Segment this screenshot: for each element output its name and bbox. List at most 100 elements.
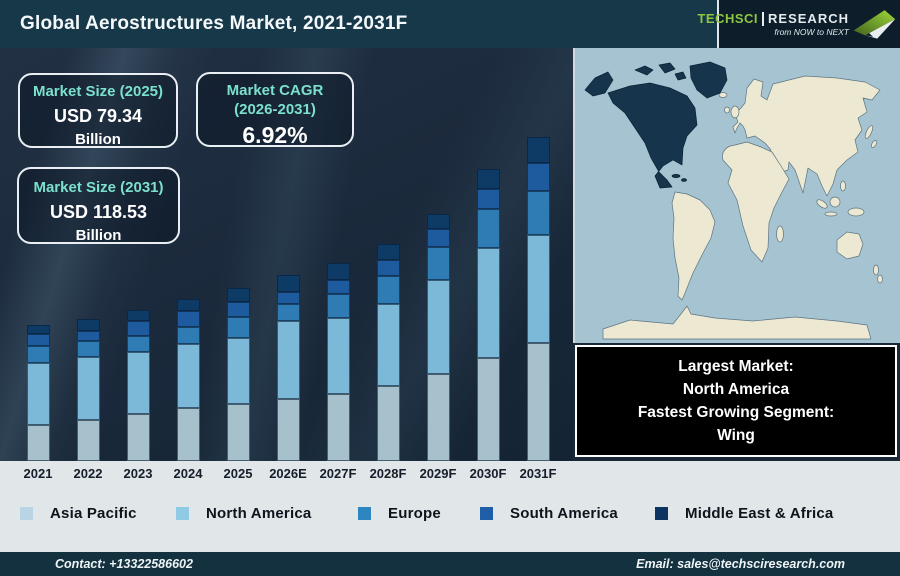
map-region-north-america (584, 71, 614, 97)
bar-segment-middle-east-africa (126, 310, 150, 321)
techsci-logo: TechSci Research from NOW to NEXT (697, 0, 900, 48)
legend-label: South America (510, 505, 618, 522)
bar-segment-south-america (126, 321, 150, 336)
bar-segment-south-america (276, 292, 300, 304)
x-axis-label-2030F: 2030F (469, 466, 507, 481)
bar-segment-north-america (276, 321, 300, 399)
map-region-new-zealand (873, 264, 879, 276)
stat-box-market-cagr: Market CAGR (2026-2031) 6.92% (196, 72, 354, 148)
bar-2027F (326, 263, 350, 461)
callout-line: Largest Market: (678, 358, 794, 375)
bar-segment-north-america (376, 304, 400, 386)
bar-segment-north-america (76, 357, 100, 420)
title-bar: Global Aerostructures Market, 2021-2031F… (0, 0, 900, 48)
bar-segment-europe (326, 294, 350, 318)
bar-chart: Market Size (2025) USD 79.34 Billion Mar… (0, 48, 573, 461)
bar-segment-asia-pacific (476, 358, 500, 461)
bar-segment-middle-east-africa (476, 169, 500, 189)
bar-2026E (276, 275, 300, 461)
bar-segment-middle-east-africa (526, 137, 550, 163)
bar-segment-asia-pacific (176, 408, 200, 461)
map-region-uk (730, 105, 740, 119)
logo-tagline: from NOW to NEXT (774, 27, 849, 37)
bar-segment-asia-pacific (426, 374, 450, 461)
bar-segment-south-america (226, 302, 250, 317)
bar-2022 (76, 319, 100, 461)
chart-bottom-band: 2021 2022 2023 2024 2025 2026E 2027F 2028F 2029F… (0, 461, 900, 552)
bar-segment-europe (176, 327, 200, 344)
x-axis-label-2021: 2021 (23, 466, 53, 481)
map-region-north-america-mainland (607, 82, 698, 189)
callout-line: Wing (717, 427, 755, 444)
stat-label: Market Size (2031) (33, 179, 164, 196)
bar-segment-europe (226, 317, 250, 338)
world-map-svg (584, 61, 883, 340)
bar-2029F (426, 214, 450, 461)
bar-segment-south-america (26, 334, 50, 346)
legend-label: Asia Pacific (50, 505, 137, 522)
bar-segment-asia-pacific (76, 420, 100, 461)
stat-value: 6.92% (242, 122, 308, 148)
callout-line: Fastest Growing Segment: (637, 404, 835, 421)
bar-2025 (226, 288, 250, 461)
bar-segment-asia-pacific (126, 414, 150, 461)
logo-brand-primary: TechSci (697, 11, 759, 26)
bar-segment-south-america (326, 280, 350, 294)
paper-plane-arrow-icon (853, 10, 896, 39)
bar-2030F (476, 169, 500, 461)
legend-item-south-america: South America (480, 505, 618, 522)
stat-unit: Billion (75, 227, 122, 244)
bar-segment-middle-east-africa (76, 319, 100, 331)
footer-bar: Contact: +13322586602 Email: sales@techs… (0, 552, 900, 576)
map-region-iceland (718, 92, 728, 98)
bar-segment-north-america (26, 363, 50, 425)
bar-segment-middle-east-africa (276, 275, 300, 292)
bar-segment-middle-east-africa (376, 244, 400, 260)
map-region-eurasia (732, 75, 881, 197)
bar-segment-north-america (476, 248, 500, 358)
x-axis-label-2031F: 2031F (519, 466, 557, 481)
bar-segment-asia-pacific (26, 425, 50, 461)
legend-swatch (655, 507, 668, 520)
stat-label: Market Size (2025) (32, 83, 164, 100)
bar-segment-europe (526, 191, 550, 235)
bar-segment-middle-east-africa (326, 263, 350, 280)
stat-value: USD 118.53 (49, 202, 148, 222)
legend-item-europe: Europe (358, 505, 441, 522)
bar-segment-europe (126, 336, 150, 352)
map-region-africa (722, 141, 790, 263)
bar-segment-north-america (326, 318, 350, 394)
bar-segment-north-america (126, 352, 150, 414)
bar-segment-south-america (76, 331, 100, 341)
bar-segment-north-america (526, 235, 550, 343)
world-map (573, 48, 900, 343)
bar-2023 (126, 310, 150, 461)
bar-segment-europe (376, 276, 400, 304)
bar-segment-north-america (226, 338, 250, 404)
legend-item-middle-east-africa: Middle East & Africa (655, 505, 833, 522)
bar-segment-asia-pacific (376, 386, 400, 461)
bar-segment-middle-east-africa (26, 325, 50, 334)
stat-box-market-size-2025: Market Size (2025) USD 79.34 Billion (18, 73, 178, 148)
logo-divider (762, 11, 765, 26)
legend-label: Middle East & Africa (685, 505, 834, 522)
bar-segment-south-america (476, 189, 500, 209)
bar-segment-south-america (376, 260, 400, 276)
bar-segment-middle-east-africa (426, 214, 450, 229)
x-axis-label-2023: 2023 (123, 466, 153, 481)
map-region-antarctica (602, 305, 872, 340)
bar-segment-north-america (426, 280, 450, 374)
bar-segment-europe (26, 346, 50, 363)
bar-segment-middle-east-africa (226, 288, 250, 302)
legend-swatch (358, 507, 371, 520)
footer-contact: Contact: +13322586602 (55, 557, 193, 571)
map-region-madagascar (776, 225, 784, 243)
map-region-caribbean (671, 174, 681, 178)
bar-segment-europe (426, 247, 450, 280)
legend-label: Europe (388, 505, 441, 522)
stat-unit: Billion (75, 131, 121, 148)
legend-item-north-america: North America (176, 505, 311, 522)
logo-brand-secondary: Research (768, 11, 849, 26)
stat-box-market-size-2031: Market Size (2031) USD 118.53 Billion (17, 167, 180, 244)
